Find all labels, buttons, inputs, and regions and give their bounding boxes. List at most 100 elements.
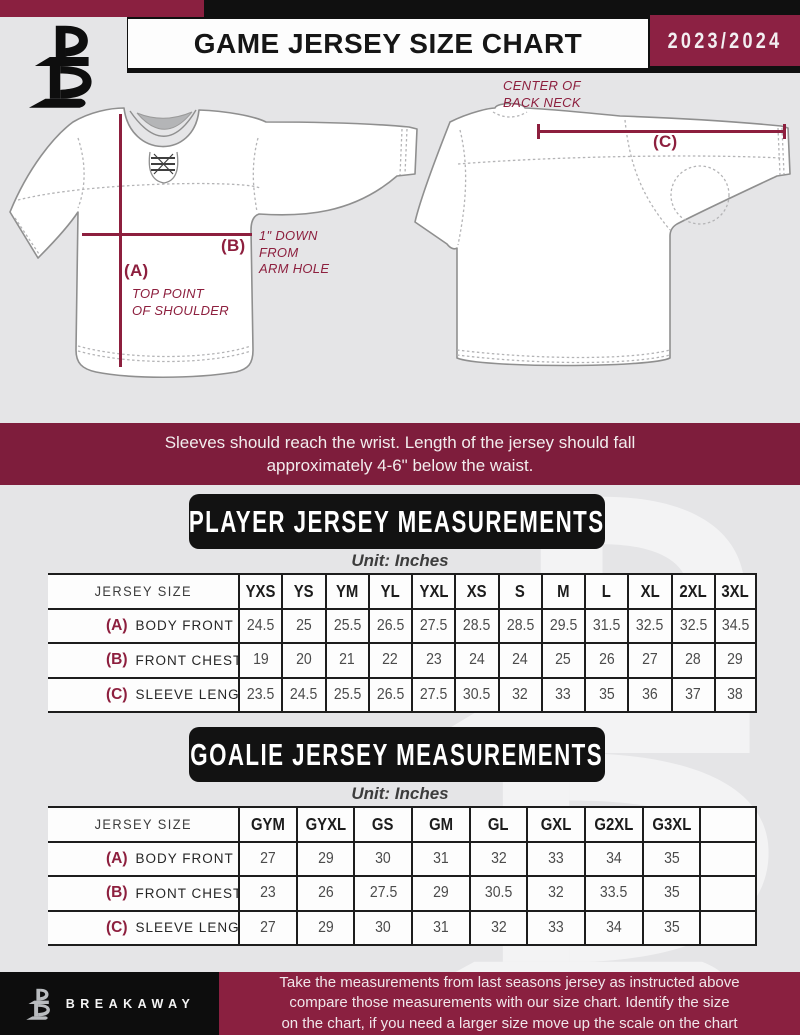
value-cell: 35 — [584, 678, 628, 713]
column-header-text: GYM — [250, 813, 285, 834]
goalie-size-table: JERSEY SIZE GYM GYXL GS GM GL GXL G2XL G3XL (A) BO… — [48, 806, 757, 946]
row-label-cell: (B) FRONT CHEST — [48, 644, 238, 679]
column-header-text: GYXL — [305, 813, 346, 834]
value-cell — [699, 911, 757, 946]
value-cell: 26.5 — [367, 609, 411, 644]
column-header-cell: GS — [353, 808, 411, 843]
column-header-cell: L — [584, 575, 628, 610]
value-cell: 25.5 — [324, 609, 368, 644]
column-header-cell: G3XL — [641, 808, 700, 843]
value-text: 36 — [642, 685, 658, 703]
column-header-cell: M — [540, 575, 584, 610]
value-cell: 32.5 — [627, 609, 671, 644]
column-header-text: XS — [466, 580, 487, 601]
value-cell: 19 — [238, 644, 282, 679]
column-header-cell: GM — [410, 808, 469, 843]
footer-note-text: Take the measurements from last seasons … — [279, 973, 740, 1032]
column-header-text: GL — [488, 813, 509, 834]
value-text: 35 — [598, 685, 615, 703]
column-header-text: YS — [293, 580, 314, 601]
value-text: 29 — [727, 651, 744, 669]
season-label: 2023/2024 — [667, 27, 783, 53]
value-text: 27.5 — [419, 616, 448, 634]
value-text: 26.5 — [376, 685, 405, 703]
value-text: 34 — [605, 849, 622, 867]
value-text: 32 — [548, 884, 564, 902]
column-header-text: GS — [372, 813, 394, 834]
value-text: 30 — [375, 849, 391, 867]
header-maroon-strip — [0, 0, 204, 17]
row-header-cell: JERSEY SIZE — [48, 808, 238, 843]
measure-line-b — [82, 233, 252, 236]
value-cell: 30 — [353, 911, 411, 946]
season-badge: 2023/2024 — [650, 15, 800, 66]
value-cell: 28.5 — [454, 609, 498, 644]
value-cell: 27 — [238, 911, 296, 946]
value-cell: 32.5 — [670, 609, 714, 644]
value-cell: 27.5 — [411, 678, 455, 713]
row-label: BODY FRONT — [135, 618, 234, 634]
value-cell: 32 — [497, 678, 541, 713]
column-header-cell: S — [497, 575, 541, 610]
column-header-text: 3XL — [721, 580, 750, 601]
value-cell: 27 — [627, 644, 671, 679]
value-text: 33.5 — [600, 884, 628, 902]
front-jersey-illustration — [9, 107, 418, 379]
label-note-b: 1" DOWN FROM ARM HOLE — [259, 228, 330, 276]
value-cell: 36 — [627, 678, 671, 713]
row-key: (C) — [106, 685, 128, 703]
column-header-text: GXL — [540, 813, 572, 834]
value-cell: 29 — [410, 877, 469, 912]
value-cell: 33 — [526, 842, 584, 877]
value-cell: 29 — [713, 644, 757, 679]
column-header-text: G2XL — [594, 813, 634, 834]
value-text: 29 — [432, 884, 449, 902]
value-cell: 34.5 — [713, 609, 757, 644]
value-cell: 28 — [670, 644, 714, 679]
value-cell: 24 — [454, 644, 498, 679]
footer-brand-block: BREAKAWAY — [0, 972, 219, 1035]
row-key: (A) — [106, 616, 128, 634]
measure-line-a — [119, 114, 122, 367]
value-cell: 25 — [281, 609, 325, 644]
value-text: 32 — [490, 849, 507, 867]
value-text: 35 — [663, 884, 680, 902]
value-text: 27.5 — [419, 685, 448, 703]
column-header-cell: GYM — [238, 808, 296, 843]
value-text: 24 — [512, 651, 528, 669]
value-cell: 29 — [295, 842, 354, 877]
value-text: 26 — [317, 884, 334, 902]
column-header-text: M — [557, 580, 570, 601]
row-label-cell: (A) BODY FRONT — [48, 610, 238, 644]
value-cell: 33.5 — [583, 877, 642, 912]
value-text: 28.5 — [506, 616, 534, 634]
player-unit-label: Unit: Inches — [351, 551, 449, 570]
row-label-cell: (C) SLEEVE LENGTH — [48, 679, 238, 713]
value-text: 26 — [598, 651, 615, 669]
column-header-text: YXS — [245, 580, 276, 601]
player-size-table: JERSEY SIZE YXS YS YM YL YXL XS S M L XL 2XL 3XL (A) B… — [48, 573, 757, 713]
column-header-cell: G2XL — [583, 808, 642, 843]
value-cell: 26 — [295, 877, 354, 912]
value-text: 30.5 — [484, 884, 513, 902]
value-text: 27.5 — [369, 884, 397, 902]
column-header-cell: YL — [367, 575, 411, 610]
value-cell: 25.5 — [324, 678, 368, 713]
row-key: (B) — [106, 884, 128, 902]
value-cell: 33 — [526, 911, 584, 946]
column-header-text: XL — [640, 580, 660, 601]
value-text: 22 — [382, 651, 399, 669]
row-header-text: JERSEY SIZE — [94, 583, 192, 599]
value-cell: 34 — [583, 842, 642, 877]
value-text: 27 — [259, 849, 276, 867]
value-text: 29.5 — [549, 616, 578, 634]
value-text: 32.5 — [679, 616, 707, 634]
value-cell: 30 — [353, 842, 411, 877]
column-header-cell: GXL — [526, 808, 584, 843]
value-cell: 25 — [540, 644, 584, 679]
row-label-cell: (C) SLEEVE LENGTH — [48, 912, 238, 946]
value-text: 25.5 — [333, 616, 361, 634]
value-cell: 35 — [641, 911, 700, 946]
row-label-cell: (A) BODY FRONT — [48, 843, 238, 877]
